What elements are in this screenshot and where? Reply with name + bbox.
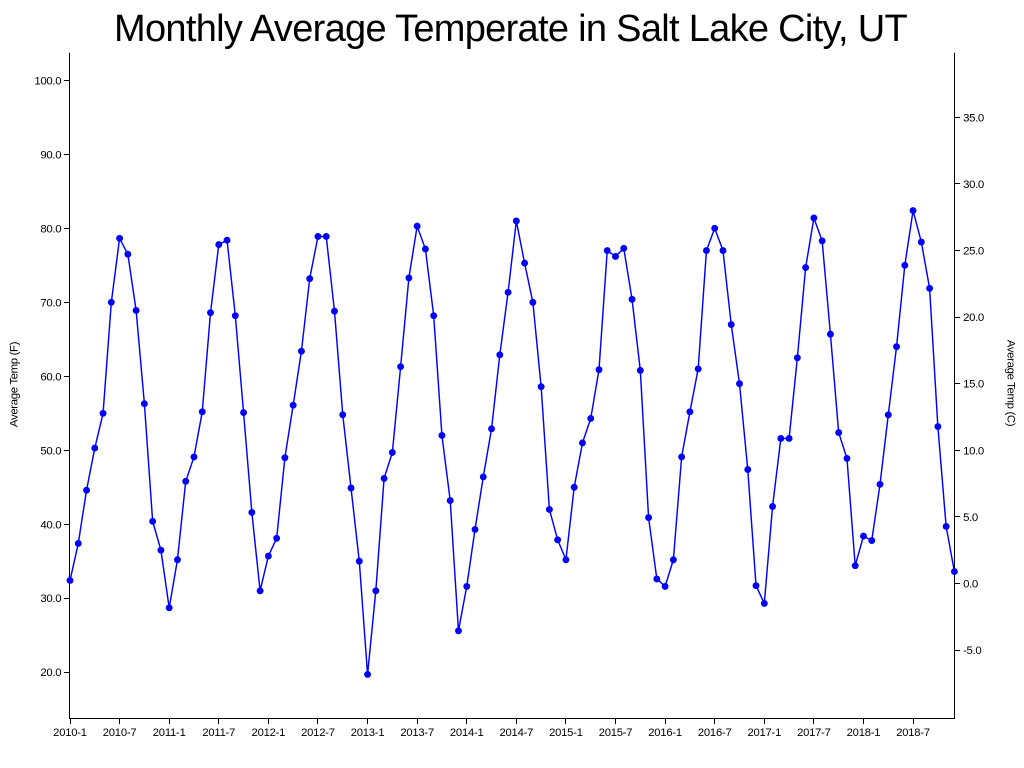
svg-text:2013-7: 2013-7 — [400, 727, 434, 739]
svg-text:5.0: 5.0 — [963, 512, 978, 524]
svg-text:25.0: 25.0 — [963, 246, 984, 258]
svg-text:2015-1: 2015-1 — [549, 727, 583, 739]
svg-text:100.0: 100.0 — [34, 75, 61, 87]
svg-text:-5.0: -5.0 — [963, 645, 981, 657]
svg-text:2011-1: 2011-1 — [153, 727, 186, 739]
svg-text:20.0: 20.0 — [963, 312, 984, 324]
svg-text:2017-7: 2017-7 — [797, 727, 831, 739]
svg-text:0.0: 0.0 — [963, 578, 978, 590]
svg-text:90.0: 90.0 — [40, 149, 61, 161]
svg-text:2011-7: 2011-7 — [202, 727, 235, 739]
svg-text:Monthly Average Temperate in S: Monthly Average Temperate in Salt Lake C… — [114, 8, 907, 50]
svg-text:35.0: 35.0 — [963, 112, 984, 124]
svg-text:2018-1: 2018-1 — [847, 727, 881, 739]
svg-text:2016-7: 2016-7 — [698, 727, 732, 739]
svg-text:2012-7: 2012-7 — [301, 727, 335, 739]
svg-text:2014-1: 2014-1 — [450, 727, 484, 739]
svg-text:2015-7: 2015-7 — [599, 727, 633, 739]
svg-text:80.0: 80.0 — [40, 223, 61, 235]
svg-text:2018-7: 2018-7 — [896, 727, 930, 739]
svg-text:30.0: 30.0 — [963, 179, 984, 191]
svg-text:2016-1: 2016-1 — [648, 727, 682, 739]
svg-text:70.0: 70.0 — [40, 297, 61, 309]
svg-text:40.0: 40.0 — [40, 519, 61, 531]
svg-text:15.0: 15.0 — [963, 379, 984, 391]
svg-text:10.0: 10.0 — [963, 445, 984, 457]
svg-text:2013-1: 2013-1 — [351, 727, 385, 739]
svg-text:Average Temp (F): Average Temp (F) — [9, 341, 21, 427]
svg-text:30.0: 30.0 — [40, 593, 61, 605]
svg-text:2017-1: 2017-1 — [747, 727, 781, 739]
svg-text:50.0: 50.0 — [40, 445, 61, 457]
svg-text:20.0: 20.0 — [40, 667, 61, 679]
svg-text:2010-1: 2010-1 — [53, 727, 87, 739]
svg-text:2012-1: 2012-1 — [252, 727, 286, 739]
svg-text:2010-7: 2010-7 — [103, 727, 137, 739]
svg-text:Average Temp (C): Average Temp (C) — [1005, 340, 1017, 427]
svg-text:2014-7: 2014-7 — [500, 727, 534, 739]
svg-text:60.0: 60.0 — [40, 371, 61, 383]
